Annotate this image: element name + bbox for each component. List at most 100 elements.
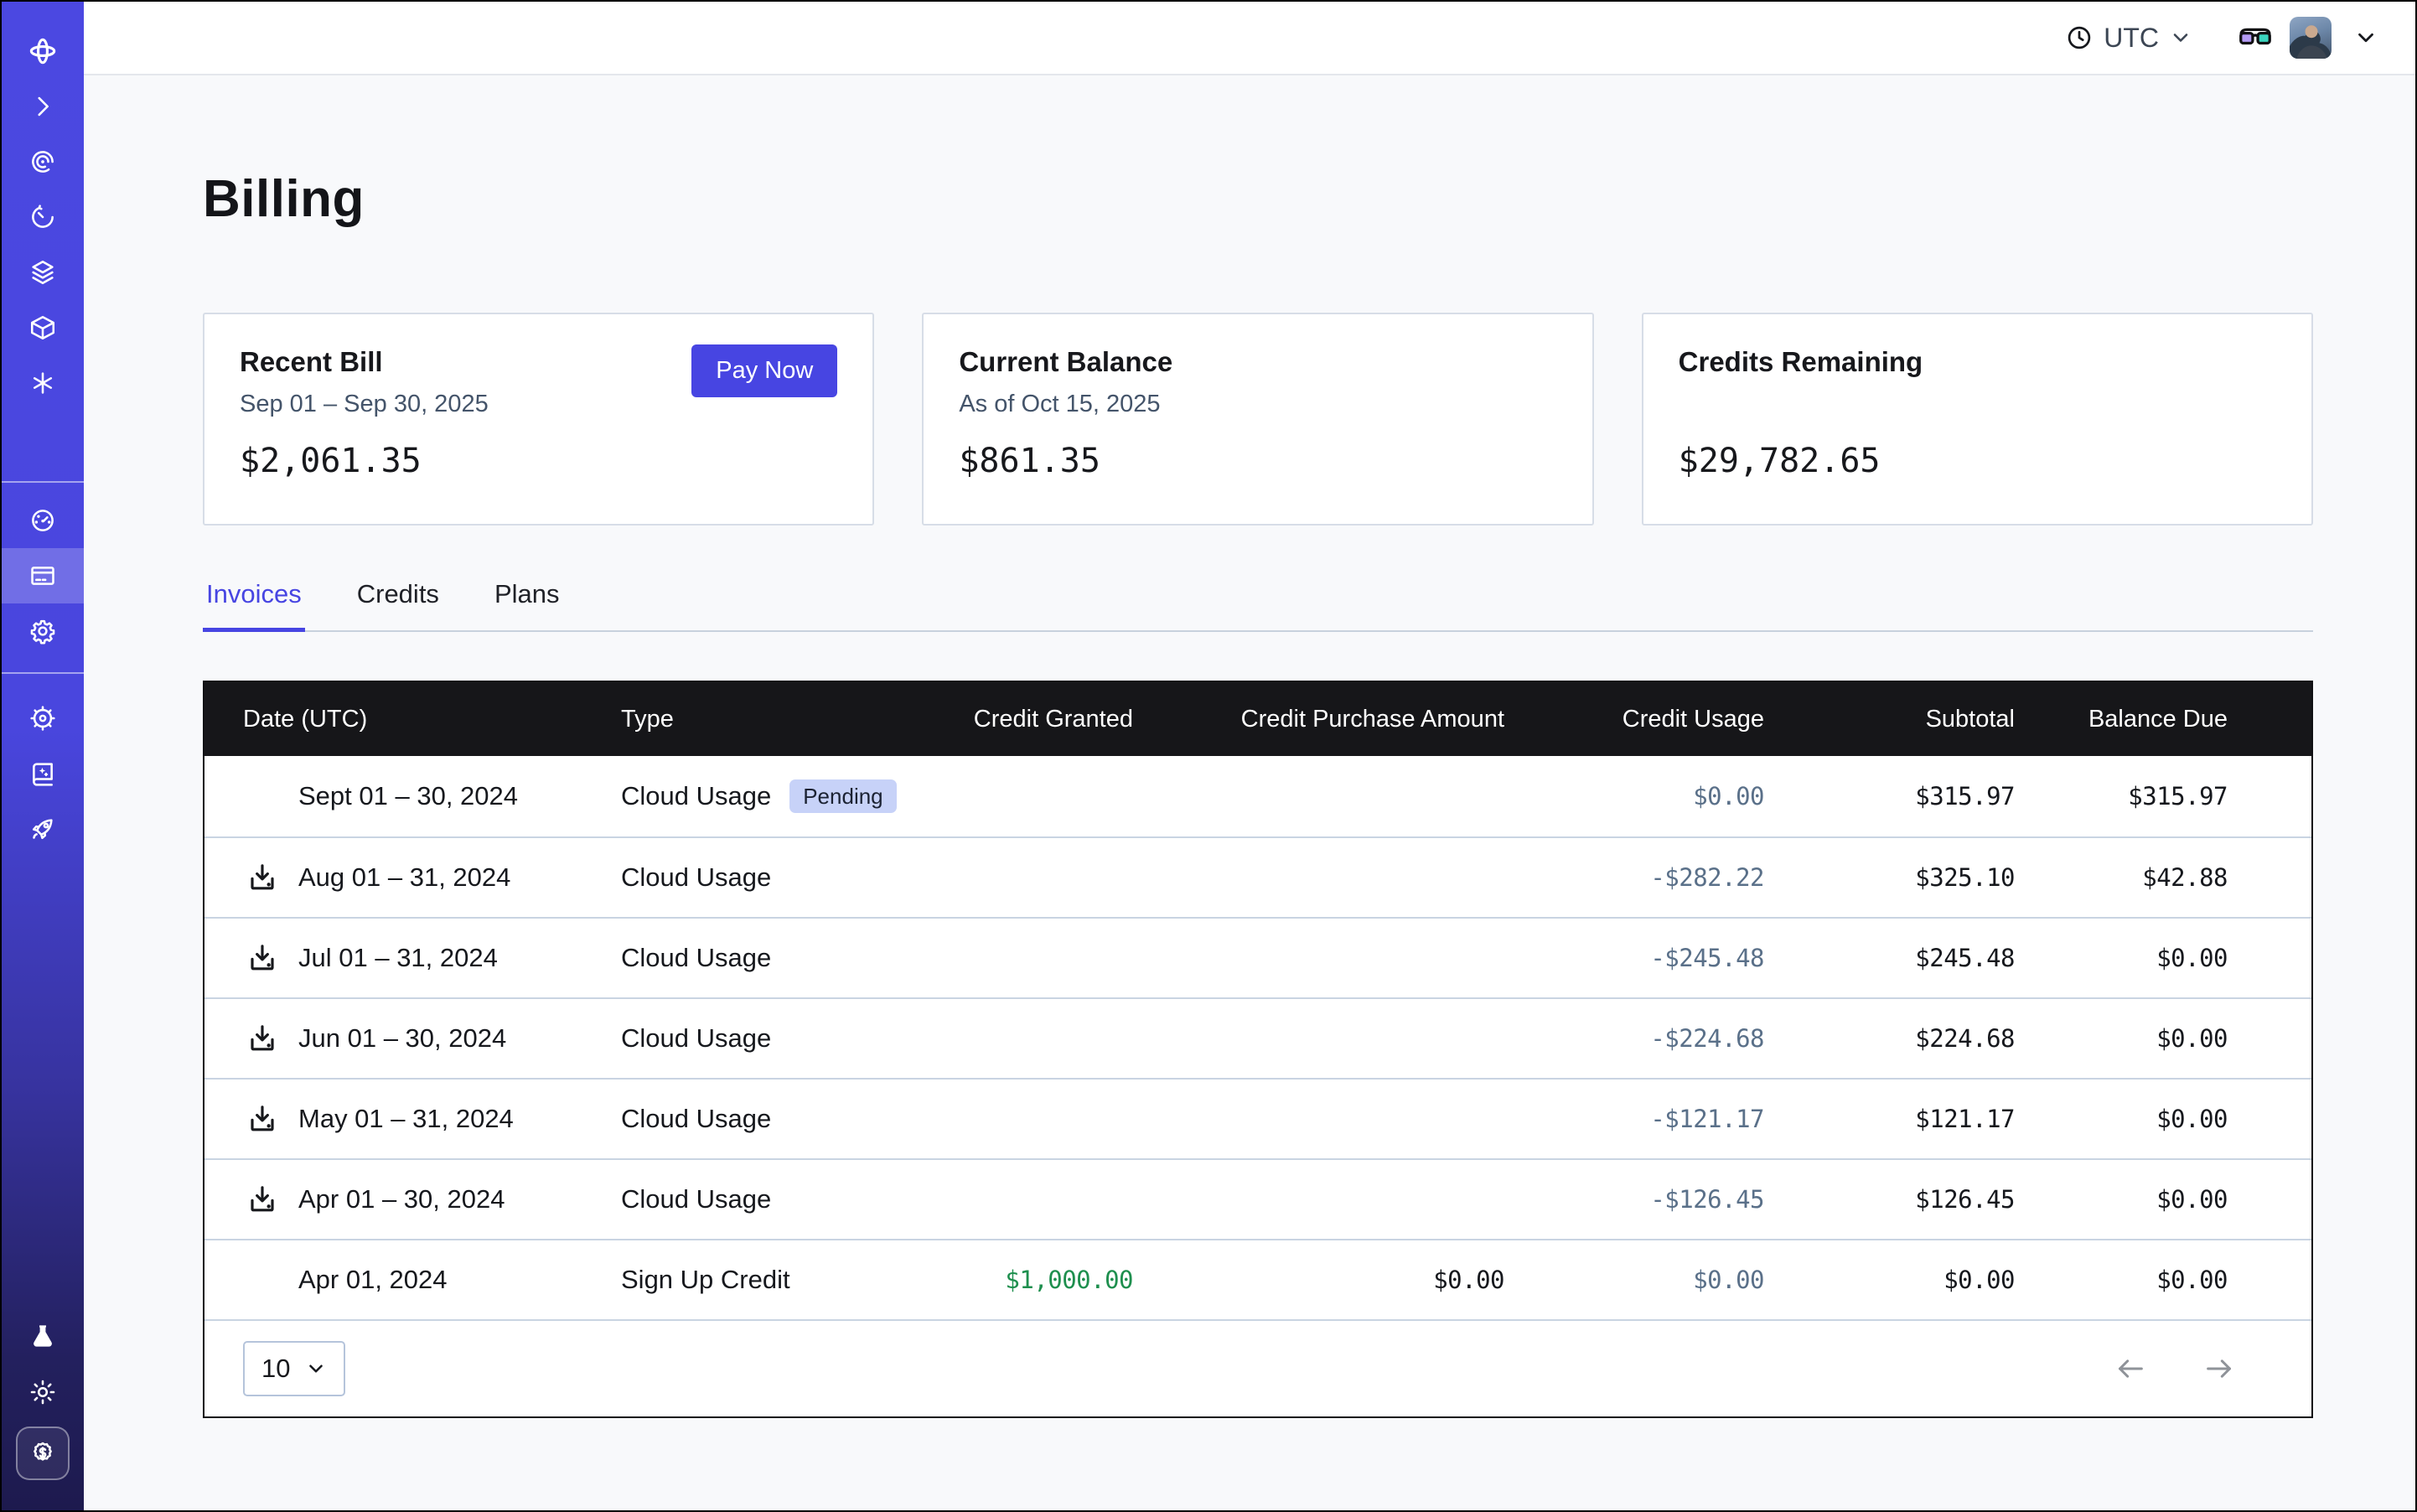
clock-icon xyxy=(2065,23,2094,52)
sidebar-item-history[interactable] xyxy=(2,189,84,245)
subtotal-value: $224.68 xyxy=(1764,1024,2015,1053)
balance-due-value: $42.88 xyxy=(2015,863,2311,892)
page-size-value: 10 xyxy=(261,1354,290,1384)
sidebar-item-usage[interactable] xyxy=(2,493,84,548)
column-header-credit-granted: Credit Granted xyxy=(898,706,1133,733)
main-content: Billing Recent Bill Sep 01 – Sep 30, 202… xyxy=(84,75,2415,1510)
subtotal-value: $126.45 xyxy=(1764,1185,2015,1214)
download-invoice-button[interactable] xyxy=(243,1102,282,1136)
timezone-label: UTC xyxy=(2104,23,2159,54)
sidebar-item-settings[interactable] xyxy=(2,603,84,659)
asterisk-icon xyxy=(28,369,57,397)
sidebar-item-cube[interactable] xyxy=(2,300,84,355)
cube-icon xyxy=(28,313,57,342)
invoices-table: Date (UTC)TypeCredit GrantedCredit Purch… xyxy=(203,681,2313,1418)
table-body: Sept 01 – 30, 2024 Cloud Usage Pending $… xyxy=(204,756,2311,1319)
credit-usage-value: -$282.22 xyxy=(1504,863,1764,892)
sidebar-bottom-group xyxy=(2,1309,84,1510)
tab-invoices[interactable]: Invoices xyxy=(203,579,305,632)
balance-due-value: $0.00 xyxy=(2015,1266,2311,1294)
sidebar-group xyxy=(2,493,84,659)
card-subtitle: Sep 01 – Sep 30, 2025 xyxy=(240,388,489,423)
invoice-period: Apr 01 – 30, 2024 xyxy=(298,1184,505,1214)
credit-usage-value: -$121.17 xyxy=(1504,1105,1764,1133)
sidebar-item-theme-toggle[interactable] xyxy=(2,1364,84,1420)
next-page-button[interactable] xyxy=(2202,1352,2236,1385)
billing-card-icon xyxy=(28,562,57,590)
sidebar-item-asterisk[interactable] xyxy=(2,355,84,411)
chevron-down-icon xyxy=(2169,26,2192,49)
user-avatar[interactable] xyxy=(2290,17,2332,59)
sidebar xyxy=(2,2,84,1510)
history-icon xyxy=(28,203,57,231)
column-header-credit-purchase-amount: Credit Purchase Amount xyxy=(1133,706,1504,733)
download-invoice-button[interactable] xyxy=(243,1022,282,1055)
recent-bill-card: Recent Bill Sep 01 – Sep 30, 2025 Pay No… xyxy=(203,313,874,526)
billing-tabs: Invoices Credits Plans xyxy=(203,579,2313,632)
sidebar-logo[interactable] xyxy=(2,23,84,79)
card-title: Credits Remaining xyxy=(1679,344,1923,380)
sidebar-group xyxy=(2,691,84,857)
tab-plans[interactable]: Plans xyxy=(491,579,563,632)
rocket-icon xyxy=(28,815,57,843)
user-menu-chevron-icon[interactable] xyxy=(2353,25,2378,50)
invoice-period: Sept 01 – 30, 2024 xyxy=(298,781,518,811)
download-invoice-button[interactable] xyxy=(243,941,282,975)
sidebar-item-docs[interactable] xyxy=(2,746,84,801)
column-header-credit-usage: Credit Usage xyxy=(1504,706,1764,733)
invoice-type: Sign Up Credit xyxy=(621,1265,790,1295)
sidebar-item-iris[interactable] xyxy=(2,134,84,189)
tab-credits[interactable]: Credits xyxy=(354,579,443,632)
table-row: Apr 01 – 30, 2024 Cloud Usage -$126.45 $… xyxy=(204,1158,2311,1239)
balance-due-value: $0.00 xyxy=(2015,1024,2311,1053)
sidebar-expand-button[interactable] xyxy=(2,79,84,134)
sidebar-item-support[interactable] xyxy=(2,691,84,746)
invoice-period: Jun 01 – 30, 2024 xyxy=(298,1023,506,1054)
sidebar-divider xyxy=(2,672,84,674)
sidebar-item-credits[interactable] xyxy=(16,1427,70,1480)
download-invoice-button[interactable] xyxy=(243,861,282,894)
balance-due-value: $0.00 xyxy=(2015,1105,2311,1133)
sidebar-item-labs[interactable] xyxy=(2,1309,84,1364)
page-size-select[interactable]: 10 xyxy=(243,1341,345,1396)
current-balance-card: Current Balance As of Oct 15, 2025 $861.… xyxy=(922,313,1593,526)
subtotal-value: $245.48 xyxy=(1764,944,2015,972)
card-title: Current Balance xyxy=(959,344,1172,380)
column-header-subtotal: Subtotal xyxy=(1764,706,2015,733)
chevron-right-icon xyxy=(28,92,57,121)
prev-page-button[interactable] xyxy=(2114,1352,2147,1385)
chevron-down-icon xyxy=(305,1358,327,1380)
invoice-type: Cloud Usage xyxy=(621,943,771,973)
card-subtitle: As of Oct 15, 2025 xyxy=(959,388,1172,423)
invoice-period: Aug 01 – 31, 2024 xyxy=(298,862,510,893)
column-header-date-utc: Date (UTC) xyxy=(204,706,621,733)
invoice-type: Cloud Usage xyxy=(621,1184,771,1214)
download-invoice-button[interactable] xyxy=(243,1183,282,1216)
subtotal-value: $121.17 xyxy=(1764,1105,2015,1133)
sidebar-item-layers[interactable] xyxy=(2,245,84,300)
orbit-logo-icon xyxy=(25,34,60,69)
status-badge: Pending xyxy=(789,779,896,813)
column-header-balance-due: Balance Due xyxy=(2015,706,2311,733)
pay-now-button[interactable]: Pay Now xyxy=(691,344,837,397)
invoice-period: May 01 – 31, 2024 xyxy=(298,1104,514,1134)
dollar-badge-icon xyxy=(28,1439,57,1468)
sidebar-item-billing[interactable] xyxy=(2,548,84,603)
goggles-button[interactable] xyxy=(2236,18,2275,57)
credit-purchase-value: $0.00 xyxy=(1133,1266,1504,1294)
invoice-type: Cloud Usage xyxy=(621,781,771,811)
credit-usage-value: -$245.48 xyxy=(1504,944,1764,972)
timezone-selector[interactable]: UTC xyxy=(2065,23,2192,54)
subtotal-value: $315.97 xyxy=(1764,782,2015,810)
gear-icon xyxy=(28,617,57,645)
table-row: Apr 01, 2024 Sign Up Credit $1,000.00 $0… xyxy=(204,1239,2311,1319)
sidebar-item-launch[interactable] xyxy=(2,801,84,857)
topbar: UTC xyxy=(84,2,2415,75)
summary-cards: Recent Bill Sep 01 – Sep 30, 2025 Pay No… xyxy=(203,313,2313,526)
table-header-row: Date (UTC)TypeCredit GrantedCredit Purch… xyxy=(204,682,2311,756)
table-row: May 01 – 31, 2024 Cloud Usage -$121.17 $… xyxy=(204,1078,2311,1158)
invoice-period: Apr 01, 2024 xyxy=(298,1265,448,1295)
column-header-type: Type xyxy=(621,706,898,733)
balance-due-value: $0.00 xyxy=(2015,944,2311,972)
credit-granted-value: $1,000.00 xyxy=(898,1266,1133,1294)
